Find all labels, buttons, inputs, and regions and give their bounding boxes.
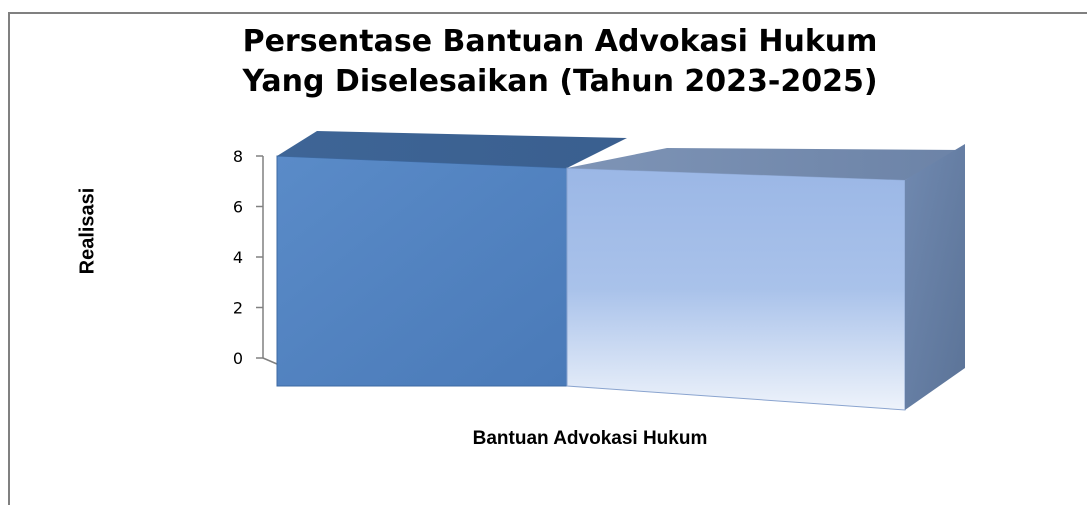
x-axis-label: Bantuan Advokasi Hukum: [472, 428, 708, 449]
bar-front-1: [276, 155, 568, 387]
bar-top-1: [277, 131, 627, 168]
bar-side-face: [905, 144, 965, 410]
bar-front-2: [566, 167, 906, 411]
chart-title: Persentase Bantuan Advokasi Hukum Yang D…: [0, 22, 1087, 102]
chart-title-line-2: Yang Diselesaikan (Tahun 2023-2025): [242, 64, 878, 99]
chart-title-line-1: Persentase Bantuan Advokasi Hukum: [242, 24, 878, 59]
x-axis-stub: [262, 357, 278, 365]
y-tick-label: 8: [233, 147, 243, 166]
y-tick-label: 4: [233, 248, 243, 267]
y-tick-label: 0: [233, 349, 243, 368]
bar-top-2: [567, 148, 965, 180]
y-tick-label: 6: [233, 198, 243, 217]
y-tick-label: 2: [233, 299, 243, 318]
